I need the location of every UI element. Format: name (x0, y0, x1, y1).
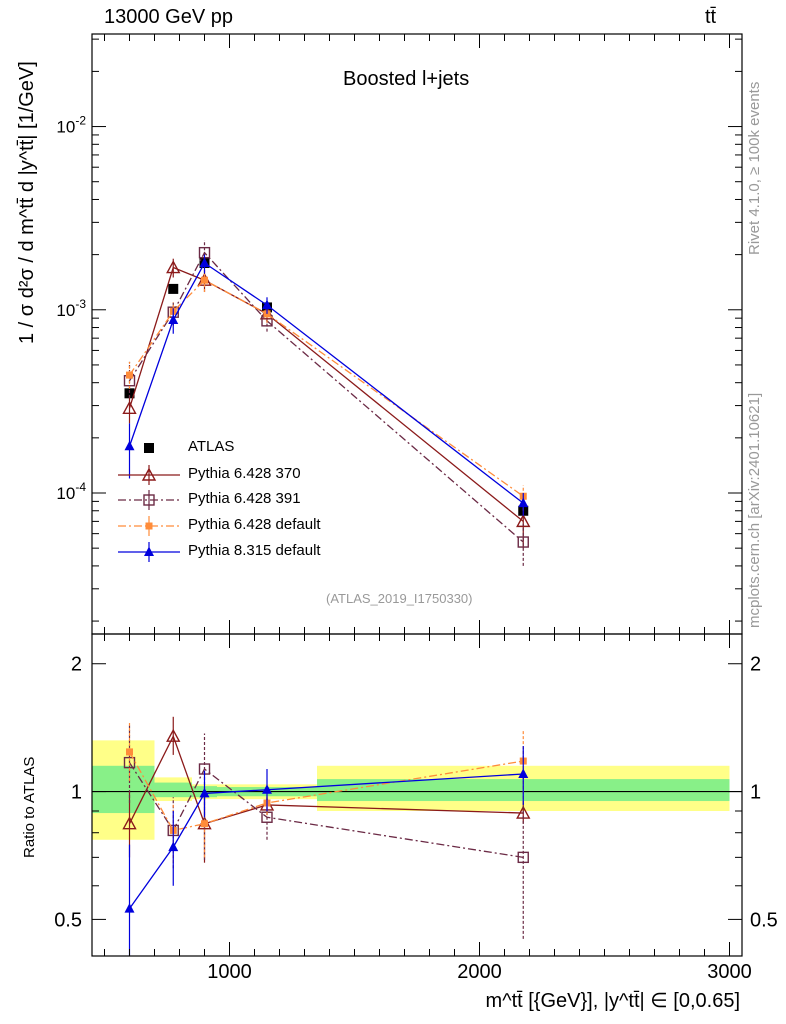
analysis-reference: (ATLAS_2019_I1750330) (326, 591, 473, 606)
ratio-ytick-label-right: 2 (750, 654, 761, 676)
main-ytick-label: 10-2 (56, 114, 86, 137)
series-4 (124, 254, 529, 516)
ratio-series-layer (122, 716, 531, 956)
ratio-point-3-2 (199, 787, 210, 798)
ratio-point-0-0 (122, 816, 137, 830)
ratio-line-2 (128, 751, 524, 832)
main-ytick-exponent: -2 (75, 114, 86, 128)
legend-marker-0 (144, 443, 154, 453)
ratio-point-1-4 (517, 851, 529, 864)
ratio-series-3 (124, 746, 529, 956)
ratio-point-3-0 (124, 903, 135, 913)
ratio-uncertainty-bands (92, 740, 742, 840)
data-point-1-0 (122, 400, 137, 414)
data-point-2-4 (517, 536, 529, 548)
ratio-ytick-label-right: 0.5 (750, 909, 778, 931)
ratio-series-1 (123, 725, 529, 939)
ratio-frame (91, 633, 743, 957)
data-point-1-1 (166, 260, 181, 274)
legend-label-p8-default: Pythia 8.315 default (188, 542, 321, 559)
data-point-0-0 (124, 388, 135, 399)
data-point-3-2 (201, 276, 208, 284)
ratio-ytick-label: 0.5 (54, 909, 82, 931)
main-ytick-exponent: -4 (75, 480, 86, 494)
main-series-layer (122, 240, 531, 566)
series-3 (126, 269, 527, 511)
ratio-ytick-label: 2 (71, 654, 82, 676)
xtick-label: 2000 (457, 961, 502, 983)
data-point-4-0 (124, 440, 135, 451)
ratio-point-3-1 (168, 841, 179, 852)
xtick-label: 3000 (707, 961, 752, 983)
ratio-point-0-1 (166, 728, 181, 742)
series-2 (123, 240, 529, 566)
ratio-point-2-2 (201, 820, 208, 828)
rivet-version-label: Rivet 4.1.0, ≥ 100k events (746, 81, 763, 255)
collision-label: 13000 GeV pp (104, 6, 233, 28)
main-ytick-exponent: -3 (75, 297, 86, 311)
band-inner-1 (154, 782, 192, 798)
ratio-point-2-0 (126, 748, 133, 756)
legend-marker-1 (141, 467, 157, 481)
band-inner-0 (92, 765, 155, 814)
legend-label-atlas: ATLAS (188, 438, 235, 455)
data-point-3-0 (126, 371, 133, 379)
legend-label-p6-370: Pythia 6.428 370 (188, 465, 301, 482)
main-ytick-label: 10-4 (56, 480, 86, 503)
main-y-axis-label: 1 / σ d²σ / d m^tt̄ d |y^tt̄| [1/GeV] (16, 61, 38, 344)
axes-layer: 10-4 10-3 10-2 0.5 0.5 1 1 2 2 1000 2000 3000 (54, 33, 778, 983)
data-point-4-1 (168, 314, 179, 324)
chart-title: Boosted l+jets (343, 68, 470, 90)
legend-label-p6-391: Pythia 6.428 391 (188, 490, 301, 507)
ratio-point-3-4 (518, 768, 529, 778)
ratio-ytick-label-right: 1 (750, 782, 761, 804)
data-point-1-4 (516, 513, 531, 528)
mcplots-label: mcplots.cern.ch [arXiv:2401.10621] (746, 392, 763, 628)
series-line-3 (128, 279, 524, 497)
legend-marker-2 (143, 494, 155, 506)
series-1 (122, 258, 531, 549)
data-point-4-2 (199, 257, 210, 268)
legend-marker-4 (144, 546, 154, 556)
main-ytick-label: 10-3 (56, 297, 86, 320)
process-label: tt̄ (705, 6, 717, 28)
ratio-y-axis-label: Ratio to ATLAS (21, 756, 38, 858)
legend-label-p6-default: Pythia 6.428 default (188, 516, 321, 533)
data-point-4-4 (518, 497, 529, 508)
ratio-point-3-3 (262, 784, 272, 794)
legend-marker-3 (145, 522, 153, 530)
xtick-label: 1000 (207, 961, 252, 983)
legend-markers (118, 443, 180, 562)
ratio-point-1-0 (123, 756, 136, 769)
ratio-ytick-label: 1 (71, 782, 82, 804)
series-line-1 (128, 266, 524, 522)
data-point-4-3 (262, 299, 272, 310)
data-point-0-1 (168, 283, 179, 294)
x-axis-label: m^tt̄ [{GeV}], |y^tt̄| ∈ [0,0.65] (485, 990, 740, 1012)
